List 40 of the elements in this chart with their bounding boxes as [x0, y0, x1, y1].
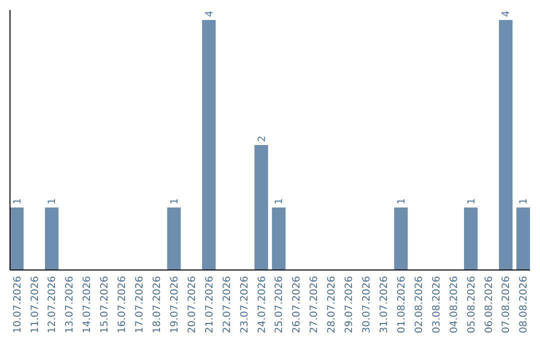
x-tick-label: 11.07.2026 [30, 276, 41, 334]
data-label: 1 [169, 198, 180, 204]
x-tick-label: 07.08.2026 [501, 276, 512, 334]
data-label: 4 [204, 10, 216, 17]
x-tick-label: 29.07.2026 [344, 276, 356, 334]
x-tick-label: 13.07.2026 [64, 276, 76, 334]
x-tick-label: 23.07.2026 [239, 276, 250, 334]
data-label: 1 [466, 198, 478, 204]
x-tick-label: 01.08.2026 [396, 276, 408, 334]
x-tick-label: 06.08.2026 [484, 276, 495, 334]
x-tick-label: 25.07.2026 [274, 276, 286, 334]
x-tick-label: 16.07.2026 [117, 276, 128, 334]
x-tick-label: 12.07.2026 [47, 276, 58, 334]
data-label: 4 [501, 10, 512, 17]
x-tick-label: 26.07.2026 [292, 276, 303, 334]
x-tick-label: 19.07.2026 [169, 276, 180, 334]
data-label: 1 [274, 198, 286, 204]
data-label: 1 [396, 198, 408, 204]
x-tick-label: 15.07.2026 [100, 276, 111, 334]
x-tick-label: 18.07.2026 [152, 276, 163, 334]
x-tick-label: 10.07.2026 [12, 276, 24, 334]
data-label: 1 [518, 198, 530, 204]
x-tick-label: 31.07.2026 [379, 276, 390, 334]
x-tick-label: 17.07.2026 [134, 276, 146, 334]
data-label: 1 [12, 198, 24, 204]
x-tick-label: 27.07.2026 [309, 276, 320, 334]
x-tick-label: 24.07.2026 [256, 276, 268, 334]
data-label: 2 [256, 136, 268, 142]
data-label: 1 [47, 198, 58, 204]
x-tick-label: 14.07.2026 [82, 276, 94, 334]
x-tick-label: 28.07.2026 [326, 276, 338, 334]
x-tick-label: 04.08.2026 [448, 276, 460, 334]
x-tick-label: 05.08.2026 [466, 276, 478, 334]
x-tick-label: 21.07.2026 [204, 276, 216, 334]
x-tick-label: 30.07.2026 [362, 276, 373, 334]
x-tick-label: 03.08.2026 [431, 276, 442, 334]
x-tick-label: 08.08.2026 [518, 276, 530, 334]
x-tick-label: 20.07.2026 [186, 276, 198, 334]
x-tick-label: 22.07.2026 [222, 276, 233, 334]
x-tick-label: 02.08.2026 [414, 276, 425, 334]
